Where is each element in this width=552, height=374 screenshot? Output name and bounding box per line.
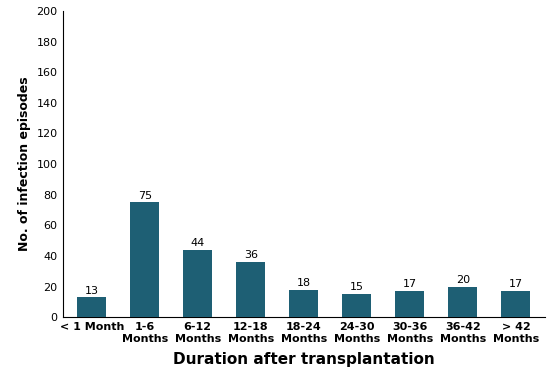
Y-axis label: No. of infection episodes: No. of infection episodes <box>18 77 31 251</box>
Bar <box>289 290 319 317</box>
Bar <box>77 297 107 317</box>
Text: 15: 15 <box>350 282 364 292</box>
X-axis label: Duration after transplantation: Duration after transplantation <box>173 352 434 367</box>
Text: 17: 17 <box>403 279 417 289</box>
Text: 44: 44 <box>190 238 205 248</box>
Bar <box>342 294 371 317</box>
Bar <box>130 202 160 317</box>
Text: 17: 17 <box>509 279 523 289</box>
Bar <box>183 250 213 317</box>
Bar <box>236 262 266 317</box>
Text: 18: 18 <box>297 278 311 288</box>
Text: 36: 36 <box>244 250 258 260</box>
Text: 75: 75 <box>137 191 152 200</box>
Text: 20: 20 <box>456 275 470 285</box>
Text: 13: 13 <box>84 285 99 295</box>
Bar <box>448 286 477 317</box>
Bar <box>501 291 530 317</box>
Bar <box>395 291 424 317</box>
